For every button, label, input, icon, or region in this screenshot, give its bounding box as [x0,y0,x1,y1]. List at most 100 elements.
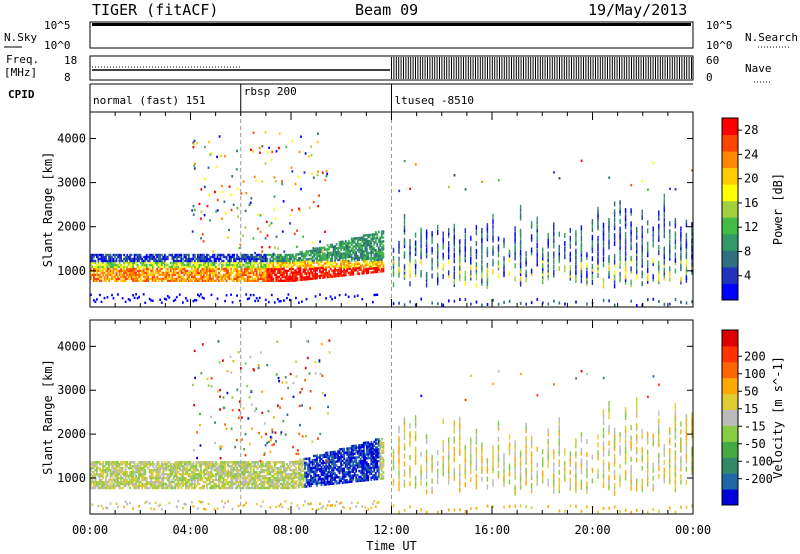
data-cell [230,273,232,277]
data-cell [317,478,320,481]
data-cell [314,458,317,461]
data-cell [180,261,183,265]
data-cell [168,469,171,472]
data-cell [195,261,198,265]
data-cell [292,472,294,476]
data-cell [270,478,273,482]
data-cell [564,302,566,306]
data-cell [127,298,130,301]
data-cell [245,255,248,259]
data-cell [316,480,318,483]
data-cell [377,246,380,250]
data-cell [233,257,235,261]
data-cell [108,279,110,282]
data-cell [301,483,303,487]
data-cell [102,463,104,466]
data-cell [295,273,297,276]
data-cell [344,254,347,257]
data-cell [558,301,561,305]
data-cell [130,261,133,265]
data-cell [276,461,279,464]
data-cell [94,277,97,281]
data-cell [307,270,309,273]
data-cell [338,293,341,297]
data-cell [165,263,168,267]
data-cell [368,239,371,243]
data-cell [373,233,376,236]
data-cell [267,269,270,273]
data-cell [120,476,122,480]
data-cell [286,480,288,484]
data-cell [302,459,305,463]
data-cell [186,484,189,488]
data-cell [481,243,483,249]
data-cell [403,214,406,220]
data-cell [112,261,115,265]
data-cell [286,277,288,281]
data-cell [267,482,270,486]
nsky-trace [92,23,691,26]
y-tick-label: 3000 [57,176,86,190]
data-cell [97,265,100,269]
data-cell [304,278,306,281]
data-cell [186,461,189,464]
data-cell [350,247,353,250]
data-cell [105,480,107,484]
data-cell [136,253,139,257]
data-cell [287,259,290,263]
data-cell [290,269,293,273]
data-cell [313,265,315,268]
data-cell [497,273,500,279]
data-cell [100,474,103,478]
data-cell [221,217,223,220]
data-cell [341,274,344,277]
data-cell [215,275,217,279]
data-cell [114,263,116,267]
data-cell [290,480,293,484]
data-cell [136,255,139,259]
data-cell [103,484,106,488]
data-cell [154,279,157,282]
data-cell [117,469,119,472]
data-cell [231,476,234,480]
data-cell [180,463,183,466]
data-cell [287,465,290,468]
data-cell [237,187,239,191]
data-cell [641,273,643,279]
data-cell [195,469,198,472]
data-cell [212,263,214,267]
data-cell [120,263,122,267]
data-cell [233,469,235,472]
data-cell [97,277,100,281]
data-cell [346,244,349,247]
data-cell [352,267,355,270]
data-cell [100,279,103,282]
data-cell [109,253,112,257]
data-cell [293,482,296,485]
data-cell [233,255,235,259]
data-cell [347,251,350,255]
data-cell [296,480,299,483]
data-cell [519,268,522,274]
data-cell [210,271,213,275]
data-cell [204,257,207,261]
data-cell [227,469,229,472]
data-cell [326,266,329,269]
data-cell [182,271,184,275]
data-cell [431,265,433,271]
data-cell [99,473,101,476]
data-cell [337,268,339,272]
data-cell [307,473,309,476]
data-cell [319,475,321,479]
data-cell [308,267,311,271]
data-cell [313,275,315,278]
data-cell [159,269,162,273]
data-cell [313,458,315,462]
data-cell [313,267,315,270]
data-cell [166,461,169,464]
data-cell [286,273,288,277]
cpid-segment-label: ltuseq -8510 [395,94,474,107]
data-cell [249,465,252,468]
data-cell [231,471,234,474]
data-cell [112,484,115,488]
